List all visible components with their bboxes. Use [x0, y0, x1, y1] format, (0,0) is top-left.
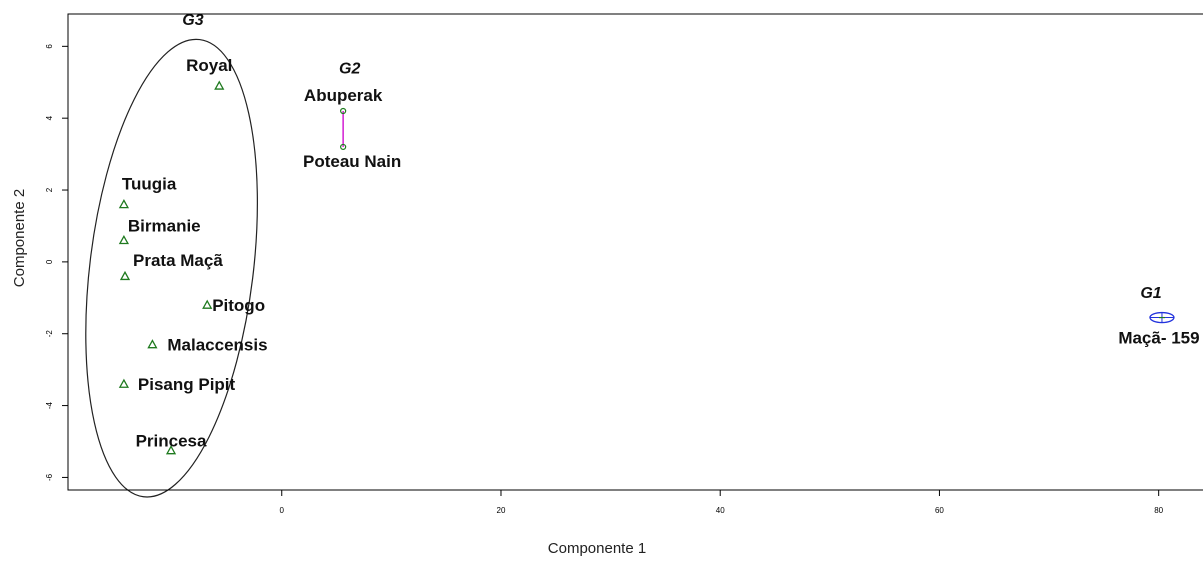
- y-tick-label: 2: [45, 187, 54, 192]
- group-labels: G1 G2 G3: [182, 12, 1161, 302]
- data-point-triangle: [119, 270, 131, 281]
- x-axis-ticks: 0 20 40 60 80: [280, 490, 1164, 515]
- group-g3-ellipse-outline: [85, 38, 258, 498]
- data-point-triangle: [214, 80, 225, 90]
- x-tick-label: 40: [716, 506, 725, 515]
- data-point-label: Prata Maçã: [133, 251, 223, 270]
- data-point-triangle: [165, 445, 177, 455]
- data-point-label: Pitogo: [212, 296, 265, 315]
- x-tick-label: 20: [497, 506, 506, 515]
- axes: 0 20 40 60 80 -6 -4 -2 0 2 4 6 Componente 1 Compon…: [11, 13, 1203, 557]
- data-point-label: Tuugia: [122, 174, 177, 193]
- y-tick-label: -6: [45, 473, 54, 481]
- data-point-circle: [340, 107, 347, 115]
- data-points: [118, 80, 1165, 455]
- data-point-triangle: [118, 234, 130, 245]
- plot-frame: [67, 13, 1203, 491]
- data-point-triangle: [147, 339, 158, 349]
- x-tick-label: 80: [1154, 506, 1163, 515]
- point-labels: Royal Tuugia Birmanie Prata Maçã Pitogo Malac…: [122, 56, 1200, 451]
- x-axis-title: Componente 1: [548, 540, 646, 557]
- group-label: G1: [1140, 285, 1161, 302]
- group-label: G2: [339, 60, 360, 77]
- y-axis-ticks: -6 -4 -2 0 2 4 6: [45, 44, 68, 481]
- y-tick-label: 6: [45, 44, 54, 49]
- y-tick-label: 0: [45, 259, 54, 264]
- y-axis-title: Componente 2: [11, 189, 28, 287]
- data-point-label: Maçã- 159: [1118, 329, 1199, 348]
- data-point-label: Poteau Nain: [303, 152, 401, 171]
- y-tick-label: -4: [45, 401, 54, 409]
- group-label: G3: [182, 12, 203, 29]
- data-point-label: Pisang Pipit: [138, 375, 236, 394]
- y-tick-label: -2: [45, 330, 54, 338]
- data-point-label: Abuperak: [304, 86, 383, 105]
- data-point-triangle: [118, 378, 130, 388]
- data-point-label: Royal: [186, 56, 232, 75]
- data-point-triangle: [202, 299, 213, 309]
- group-g3-ellipse: [85, 38, 258, 498]
- data-point-label: Princesa: [136, 431, 207, 450]
- x-tick-label: 0: [280, 506, 285, 515]
- data-point-label: Birmanie: [128, 216, 201, 235]
- y-tick-label: 4: [45, 115, 54, 120]
- data-point-triangle: [118, 199, 130, 209]
- x-tick-label: 60: [935, 506, 944, 515]
- data-point-label: Malaccensis: [167, 336, 267, 355]
- data-point-circle: [340, 143, 347, 151]
